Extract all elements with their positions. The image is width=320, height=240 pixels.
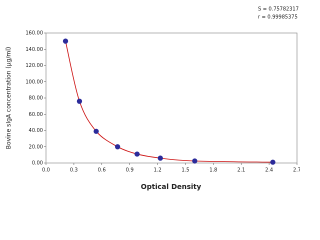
annotation: r = 0.99985375 — [258, 15, 298, 21]
point — [62, 38, 69, 44]
y-tick-label: 60.00 — [29, 112, 43, 118]
y-tick-label: 0.00 — [32, 161, 43, 167]
annotation: S = 0.75782317 — [258, 7, 299, 13]
point — [270, 159, 276, 165]
plot-area — [45, 32, 298, 164]
y-tick-label: 160.00 — [26, 31, 44, 37]
x-tick-label: 1.2 — [154, 168, 162, 174]
point — [157, 155, 163, 161]
y-tick-label: 100.00 — [26, 79, 44, 85]
y-axis-label: Bovine sIgA concentration (μg/ml) — [6, 47, 13, 149]
x-tick-label: 2.7 — [293, 168, 300, 174]
y-tick-label: 40.00 — [29, 128, 43, 134]
x-tick-label: 0.3 — [70, 168, 78, 174]
x-axis-label: Optical Density — [141, 183, 202, 191]
x-tick-label: 2.4 — [265, 168, 273, 174]
x-tick-label: 1.8 — [209, 168, 217, 174]
point — [192, 158, 198, 164]
point — [134, 151, 140, 157]
y-tick-label: 80.00 — [29, 96, 43, 102]
y-tick-label: 20.00 — [29, 144, 43, 150]
point — [93, 128, 99, 134]
x-tick-label: 2.1 — [237, 168, 245, 174]
x-tick-label: 0.6 — [98, 168, 106, 174]
x-tick-label: 0.9 — [126, 168, 134, 174]
x-tick-label: 0.0 — [42, 168, 50, 174]
x-tick-label: 1.5 — [181, 168, 189, 174]
point — [114, 144, 121, 150]
y-tick-label: 140.00 — [26, 47, 44, 53]
point — [76, 98, 83, 104]
y-tick-label: 120.00 — [26, 63, 44, 69]
chart: Optical Density Bovine sIgA concentratio… — [5, 6, 301, 191]
